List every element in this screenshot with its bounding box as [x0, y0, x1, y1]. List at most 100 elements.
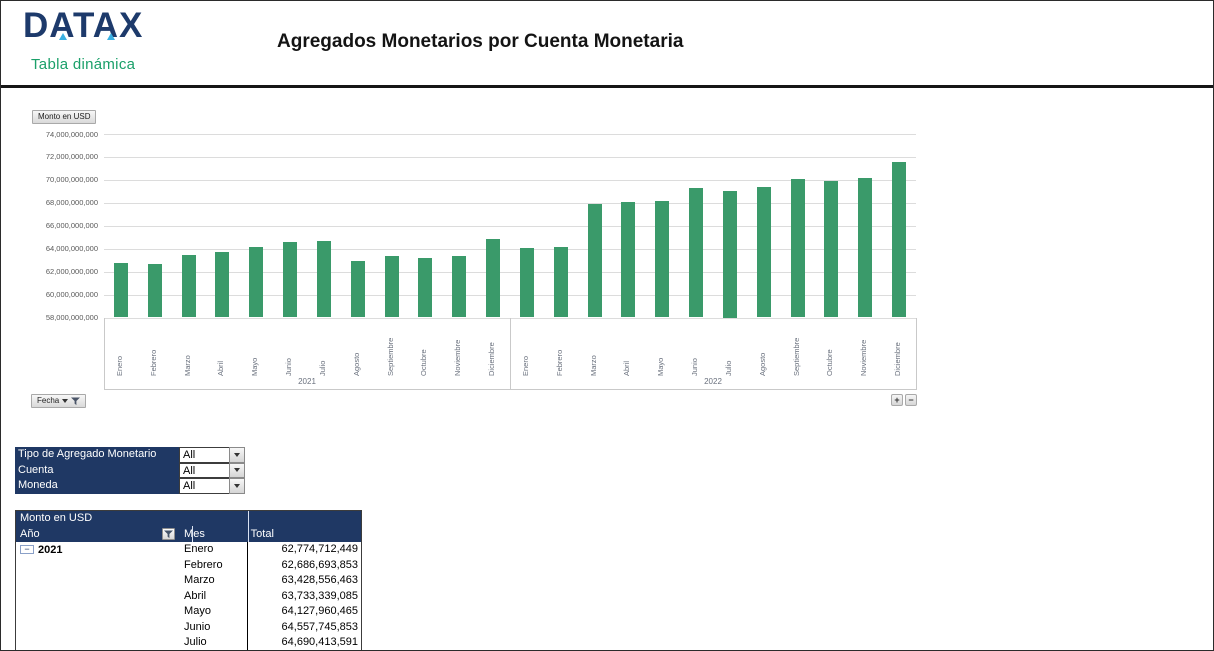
- filter-label: Moneda: [15, 478, 179, 494]
- axis-field-button[interactable]: Fecha: [31, 394, 87, 408]
- cell-mes: Febrero: [184, 558, 223, 571]
- x-axis-month-label: Enero: [520, 355, 530, 376]
- x-axis-year-label: 2022: [704, 377, 722, 386]
- x-axis-month-label: Febrero: [148, 349, 158, 376]
- column-divider: [192, 526, 193, 542]
- category-axis-divider: [510, 317, 511, 389]
- y-axis-tick-label: 64,000,000,000: [45, 244, 98, 254]
- chevron-down-icon: [234, 483, 240, 488]
- y-axis-tick-label: 66,000,000,000: [45, 221, 98, 231]
- x-axis-month-label: Agosto: [757, 352, 767, 376]
- x-axis-month-label: Septiembre: [385, 337, 395, 376]
- plus-icon: +: [894, 395, 900, 405]
- chart-gridline: [104, 179, 916, 181]
- collapse-field-button[interactable]: −: [905, 394, 917, 406]
- filter-row-1: Cuenta All: [15, 462, 245, 478]
- cell-total: 62,774,712,449: [246, 542, 361, 558]
- chart-gridline: [104, 134, 916, 135]
- table-row: Abril 63,733,339,085: [16, 588, 361, 605]
- logo-accent-triangle-icon: [107, 33, 115, 40]
- cell-total: 62,686,693,853: [246, 557, 361, 573]
- bar: [756, 186, 771, 318]
- x-axis-month-label: Noviembre: [859, 339, 869, 376]
- chevron-down-icon: [234, 452, 240, 457]
- bar-chart: 74,000,000,000 72,000,000,000 70,000,000,0…: [46, 130, 917, 390]
- expand-field-button[interactable]: +: [891, 394, 903, 406]
- bar: [113, 262, 128, 318]
- bar: [587, 203, 602, 318]
- filter-label: Cuenta: [15, 462, 179, 478]
- filter-dropdown-button[interactable]: [229, 447, 245, 463]
- column-header-ano: Año: [16, 526, 177, 542]
- filter-dropdown-button[interactable]: [229, 462, 245, 478]
- x-axis-month-label: Marzo: [182, 355, 192, 376]
- cell-total: 64,557,745,853: [246, 619, 361, 635]
- cell-total: 64,127,960,465: [246, 604, 361, 620]
- bar: [215, 251, 230, 318]
- cell-ano: [16, 558, 177, 574]
- cell-mes: Julio: [184, 636, 207, 648]
- cell-ano: −2021: [16, 542, 177, 558]
- x-axis-month-label: Mayo: [656, 357, 666, 376]
- value-field-button[interactable]: Monto en USD: [32, 110, 97, 124]
- x-axis-month-label: Abril: [216, 360, 226, 376]
- chart-gridline: [104, 156, 916, 158]
- y-axis-tick-label: 72,000,000,000: [45, 152, 98, 162]
- report-filters: Tipo de Agregado Monetario All Cuenta All Mo…: [15, 447, 245, 494]
- cell-mes: Marzo: [184, 574, 215, 586]
- cell-ano: [16, 604, 177, 620]
- category-axis-divider: [916, 317, 917, 389]
- bar: [621, 202, 636, 318]
- column-header-mes: Mes: [177, 526, 247, 542]
- year-value: 2021: [38, 543, 63, 556]
- logo-accent-triangle-icon: [59, 33, 67, 40]
- x-axis-month-label: Abril: [622, 360, 632, 376]
- table-row: −2021 Enero 62,774,712,449: [16, 542, 361, 558]
- logo-subtitle: Tabla dinámica: [31, 56, 136, 73]
- filter-value: All: [179, 462, 229, 478]
- x-axis-month-label: Octubre: [419, 349, 429, 376]
- x-axis-month-label: Diciembre: [487, 342, 497, 376]
- table-row: Marzo 63,428,556,463: [16, 573, 361, 589]
- x-axis-month-label: Julio: [723, 360, 733, 376]
- chart-gridline: [104, 202, 916, 204]
- bar: [486, 239, 501, 318]
- cell-mes: Enero: [184, 543, 214, 555]
- table-row: Junio 64,557,745,853: [16, 619, 361, 635]
- x-axis-month-label: Agosto: [351, 352, 361, 376]
- axis-field-label: Fecha: [37, 396, 60, 405]
- cell-mes: Junio: [184, 620, 211, 633]
- cell-ano: [16, 589, 177, 605]
- filter-value: All: [179, 478, 229, 494]
- filter-funnel-icon: [164, 529, 174, 538]
- column-divider: [248, 511, 249, 526]
- filter-dropdown-button[interactable]: [229, 478, 245, 494]
- bar: [249, 247, 264, 318]
- x-axis-month-label: Septiembre: [791, 337, 801, 376]
- ano-filter-button[interactable]: [162, 528, 176, 540]
- filter-row-0: Tipo de Agregado Monetario All: [15, 447, 245, 463]
- chevron-down-icon: [234, 468, 240, 473]
- bar: [824, 181, 839, 318]
- cell-mes: Abril: [184, 589, 207, 602]
- bar: [858, 177, 873, 318]
- x-axis-month-label: Julio: [317, 360, 327, 376]
- cell-total: 64,690,413,591: [246, 635, 361, 650]
- column-header-ano-label: Año: [20, 528, 40, 540]
- collapse-year-button[interactable]: −: [20, 545, 34, 555]
- x-axis-month-label: Octubre: [825, 349, 835, 376]
- bar: [519, 248, 534, 318]
- chart-gridline: [104, 225, 916, 227]
- column-header-total-label: Total: [250, 528, 274, 540]
- bar: [790, 178, 805, 318]
- x-axis-month-label: Junio: [690, 358, 700, 376]
- chevron-down-icon: [62, 399, 69, 403]
- bar: [452, 256, 467, 318]
- column-header-mes-label: Mes: [184, 528, 205, 540]
- x-axis-month-label: Marzo: [588, 355, 598, 376]
- pivot-title: Monto en USD: [16, 511, 361, 526]
- bar: [384, 256, 399, 318]
- filter-funnel-icon: [71, 396, 81, 405]
- x-axis-month-label: Noviembre: [453, 339, 463, 376]
